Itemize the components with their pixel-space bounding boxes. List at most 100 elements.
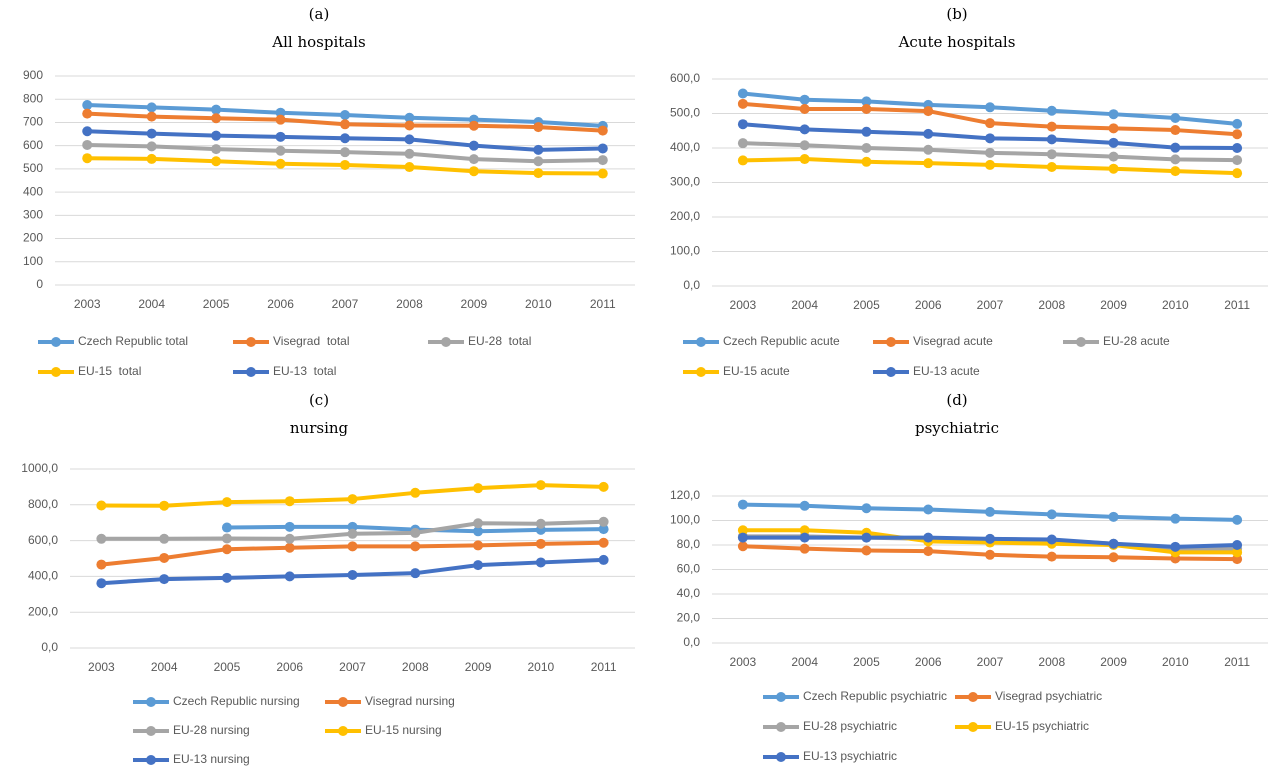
y-tick-label: 1000,0 xyxy=(21,461,58,475)
x-tick-label: 2005 xyxy=(853,655,880,669)
data-point xyxy=(82,139,93,150)
x-tick-label: 2006 xyxy=(276,660,303,674)
chart-title: All hospitals xyxy=(271,33,365,51)
data-point xyxy=(1046,134,1057,145)
x-tick-label: 2006 xyxy=(915,655,942,669)
y-tick-label: 500 xyxy=(23,161,43,175)
legend-marker xyxy=(696,337,706,347)
y-tick-label: 80,0 xyxy=(677,537,701,551)
y-tick-label: 20,0 xyxy=(677,611,701,625)
data-point xyxy=(1108,163,1119,174)
data-point xyxy=(404,112,415,123)
data-point xyxy=(1170,541,1181,552)
chart-title: Acute hospitals xyxy=(898,33,1016,51)
chart-title: psychiatric xyxy=(915,419,999,437)
data-point xyxy=(473,526,484,537)
data-point xyxy=(1108,538,1119,549)
data-point xyxy=(284,571,295,582)
data-point xyxy=(923,546,934,557)
data-point xyxy=(737,138,748,149)
data-point xyxy=(468,120,479,131)
y-tick-label: 300 xyxy=(23,208,43,222)
data-point xyxy=(737,119,748,130)
data-point xyxy=(533,168,544,179)
legend-label: Visegrad nursing xyxy=(365,694,455,708)
legend-label: Czech Republic total xyxy=(78,334,188,348)
legend-label: Visegrad total xyxy=(273,334,350,348)
legend-marker xyxy=(776,692,786,702)
data-point xyxy=(1108,109,1119,120)
data-point xyxy=(799,154,810,165)
data-point xyxy=(221,497,232,508)
y-tick-label: 40,0 xyxy=(677,586,701,600)
panel-label: (c) xyxy=(309,391,329,409)
data-point xyxy=(597,155,608,166)
data-point xyxy=(598,554,609,565)
legend-marker xyxy=(246,367,256,377)
data-point xyxy=(473,560,484,571)
legend-marker xyxy=(338,726,348,736)
data-point xyxy=(985,506,995,517)
data-point xyxy=(1046,149,1057,160)
legend-label: EU-15 nursing xyxy=(365,723,442,737)
data-point xyxy=(473,540,484,551)
y-tick-label: 100,0 xyxy=(670,513,700,527)
data-point xyxy=(347,569,358,580)
data-point xyxy=(221,572,232,583)
y-tick-label: 600,0 xyxy=(28,533,58,547)
data-point xyxy=(598,524,609,535)
x-tick-label: 2009 xyxy=(465,660,492,674)
data-point xyxy=(985,549,995,560)
data-point xyxy=(535,518,546,529)
x-tick-label: 2007 xyxy=(332,297,359,311)
y-tick-label: 400 xyxy=(23,184,43,198)
data-point xyxy=(799,500,810,511)
legend-marker xyxy=(776,752,786,762)
x-tick-label: 2010 xyxy=(1162,298,1189,312)
data-point xyxy=(146,111,157,122)
x-tick-label: 2003 xyxy=(74,297,101,311)
legend-marker xyxy=(776,722,786,732)
data-point xyxy=(340,133,350,144)
legend-label: EU-15 acute xyxy=(723,364,790,378)
data-point xyxy=(861,96,872,107)
data-point xyxy=(275,114,286,125)
data-point xyxy=(146,128,157,139)
data-point xyxy=(159,533,170,544)
data-point xyxy=(737,541,748,552)
data-point xyxy=(1108,511,1119,522)
data-point xyxy=(737,155,748,166)
y-tick-label: 400,0 xyxy=(28,569,58,583)
x-tick-label: 2004 xyxy=(138,297,165,311)
data-point xyxy=(737,525,748,536)
data-point xyxy=(1108,123,1119,134)
data-point xyxy=(221,522,232,533)
y-tick-label: 200 xyxy=(23,231,43,245)
x-tick-label: 2009 xyxy=(1100,298,1127,312)
y-tick-label: 60,0 xyxy=(677,562,701,576)
legend-label: EU-28 nursing xyxy=(173,723,250,737)
data-point xyxy=(1046,105,1057,116)
data-point xyxy=(799,525,810,536)
data-point xyxy=(211,156,222,167)
data-point xyxy=(468,166,479,177)
x-tick-label: 2005 xyxy=(214,660,241,674)
data-point xyxy=(275,158,286,169)
data-point xyxy=(275,145,286,156)
y-tick-label: 0,0 xyxy=(683,278,700,292)
data-point xyxy=(347,521,358,532)
data-point xyxy=(340,110,350,121)
data-point xyxy=(1046,121,1057,132)
data-point xyxy=(985,159,995,170)
x-tick-label: 2007 xyxy=(339,660,366,674)
legend-label: EU-13 total xyxy=(273,364,336,378)
x-tick-label: 2009 xyxy=(461,297,488,311)
data-point xyxy=(340,147,350,158)
data-point xyxy=(1170,125,1181,136)
data-point xyxy=(1170,142,1181,153)
y-tick-label: 120,0 xyxy=(670,488,700,502)
x-tick-label: 2009 xyxy=(1100,655,1127,669)
data-point xyxy=(985,533,995,544)
data-point xyxy=(861,104,872,115)
data-point xyxy=(597,143,608,154)
